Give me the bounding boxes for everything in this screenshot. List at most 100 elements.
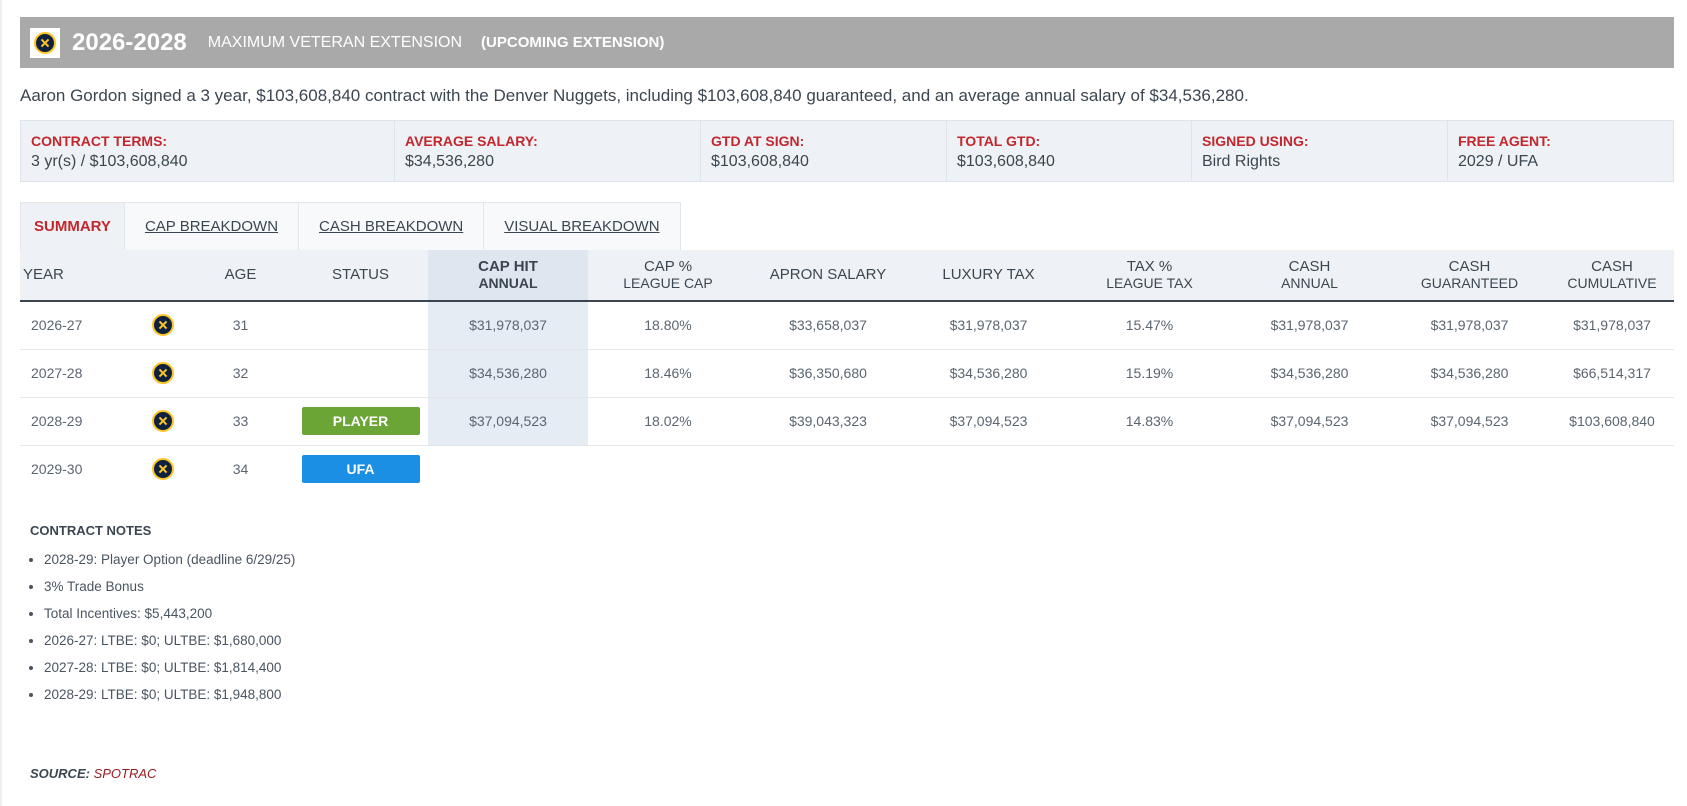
col-year: YEAR: [20, 250, 138, 302]
cell-lux: $34,536,280: [908, 349, 1069, 398]
cell-year: 2027-28: [20, 349, 138, 398]
info-average-salary: AVERAGE SALARY: $34,536,280: [395, 121, 701, 181]
col-sublabel: LEAGUE TAX: [1106, 274, 1193, 291]
status-badge: UFA: [301, 455, 420, 484]
col-cash-guaranteed: CASH GUARANTEED: [1389, 250, 1550, 302]
col-label: CASH: [1591, 257, 1633, 275]
cell-empty: [428, 445, 1674, 493]
cell-cash-g: $31,978,037: [1389, 301, 1550, 350]
cell-apron: $33,658,037: [748, 301, 908, 350]
col-logo: [138, 250, 188, 302]
contract-table: YEAR AGE STATUS CAP HIT ANNUAL CAP % LEAGU…: [20, 250, 1674, 493]
note-item: 2026-27: LTBE: $0; ULTBE: $1,680,000: [44, 633, 295, 648]
cell-status: PLAYER: [293, 397, 428, 446]
page-edge: [0, 0, 2, 806]
team-logo: [30, 27, 60, 58]
col-label: CASH: [1288, 257, 1331, 275]
cell-logo: [138, 445, 188, 493]
table-row: 2028-29 33 PLAYER $37,094,523 18.02% $39,04…: [20, 397, 1674, 446]
contract-status: (UPCOMING EXTENSION): [481, 34, 665, 51]
contract-type: MAXIMUM VETERAN EXTENSION: [207, 33, 463, 51]
info-signed-using: SIGNED USING: Bird Rights: [1192, 121, 1448, 181]
nuggets-logo-icon: [152, 314, 174, 337]
cell-age: 33: [188, 397, 293, 446]
note-item: 3% Trade Bonus: [44, 579, 295, 594]
tab-cap-breakdown[interactable]: CAP BREAKDOWN: [123, 203, 298, 250]
col-tax-pct: TAX % LEAGUE TAX: [1069, 250, 1230, 302]
source-link[interactable]: SPOTRAC: [93, 766, 157, 781]
note-item: Total Incentives: $5,443,200: [44, 606, 295, 621]
cell-cap-hit: $34,536,280: [428, 349, 588, 398]
cell-cap-hit: $31,978,037: [428, 301, 588, 350]
col-cap-hit: CAP HIT ANNUAL: [428, 250, 588, 302]
col-label: CAP %: [643, 257, 693, 275]
cell-lux: $31,978,037: [908, 301, 1069, 350]
cell-logo: [138, 397, 188, 446]
info-value: $103,608,840: [711, 153, 809, 170]
info-label: FREE AGENT:: [1458, 133, 1551, 149]
notes-title: CONTRACT NOTES: [30, 523, 152, 538]
info-label: CONTRACT TERMS:: [31, 133, 168, 149]
col-apron: APRON SALARY: [748, 250, 908, 302]
tab-cash-breakdown[interactable]: CASH BREAKDOWN: [298, 203, 483, 250]
col-age: AGE: [188, 250, 293, 302]
cell-tax-pct: 14.83%: [1069, 397, 1230, 446]
cell-tax-pct: 15.19%: [1069, 349, 1230, 398]
cell-cap-pct: 18.02%: [588, 397, 748, 446]
cell-cap-pct: 18.46%: [588, 349, 748, 398]
info-label: TOTAL GTD:: [957, 133, 1041, 149]
col-sublabel: ANNUAL: [1281, 274, 1338, 291]
notes-list: 2028-29: Player Option (deadline 6/29/25…: [30, 552, 295, 702]
contract-notes: CONTRACT NOTES 2028-29: Player Option (d…: [30, 523, 295, 714]
cell-cash-c: $103,608,840: [1550, 397, 1674, 446]
note-item: 2028-29: Player Option (deadline 6/29/25…: [44, 552, 295, 567]
source-label: SOURCE:: [30, 766, 90, 781]
cell-cash: $31,978,037: [1230, 301, 1389, 350]
cell-tax-pct: 15.47%: [1069, 301, 1230, 350]
cell-age: 32: [188, 349, 293, 398]
cell-cash: $34,536,280: [1230, 349, 1389, 398]
col-status: STATUS: [293, 250, 428, 302]
cell-cap-pct: 18.80%: [588, 301, 748, 350]
table-row: 2029-30 34 UFA: [20, 445, 1674, 493]
contract-info-box: CONTRACT TERMS: 3 yr(s) / $103,608,840 AV…: [20, 120, 1674, 182]
cell-apron: $36,350,680: [748, 349, 908, 398]
cell-logo: [138, 301, 188, 350]
info-value: $34,536,280: [405, 153, 494, 170]
cell-status: [293, 349, 428, 398]
cell-cash-g: $37,094,523: [1389, 397, 1550, 446]
cell-year: 2026-27: [20, 301, 138, 350]
col-sublabel: CUMULATIVE: [1567, 274, 1657, 291]
cell-year: 2029-30: [31, 461, 83, 478]
info-free-agent: FREE AGENT: 2029 / UFA: [1448, 121, 1673, 181]
status-badge: PLAYER: [301, 407, 420, 435]
cell-age: 34: [232, 461, 249, 478]
cell-cash-c: $66,514,317: [1550, 349, 1674, 398]
info-contract-terms: CONTRACT TERMS: 3 yr(s) / $103,608,840: [21, 121, 395, 181]
tab-bar: SUMMARY CAP BREAKDOWN CASH BREAKDOWN VIS…: [20, 202, 681, 250]
table-header-row: YEAR AGE STATUS CAP HIT ANNUAL CAP % LEAGU…: [20, 250, 1674, 302]
col-label: CASH: [1448, 257, 1491, 275]
cell-year: 2028-29: [20, 397, 138, 446]
cell-lux: $37,094,523: [908, 397, 1069, 446]
info-label: AVERAGE SALARY:: [405, 133, 538, 149]
note-item: 2027-28: LTBE: $0; ULTBE: $1,814,400: [44, 660, 295, 675]
nuggets-logo-icon: [152, 458, 174, 481]
info-value: 2029 / UFA: [1458, 153, 1539, 170]
cell-status: [293, 301, 428, 350]
col-sublabel: ANNUAL: [478, 274, 538, 291]
table-row: 2027-28 32 $34,536,280 18.46% $36,350,680 $…: [20, 349, 1674, 398]
info-gtd-at-sign: GTD AT SIGN: $103,608,840: [701, 121, 947, 181]
cell-status: UFA: [293, 445, 428, 493]
cell-cash: $37,094,523: [1230, 397, 1389, 446]
cell-logo: [138, 349, 188, 398]
col-cash-annual: CASH ANNUAL: [1230, 250, 1389, 302]
info-value: 3 yr(s) / $103,608,840: [31, 153, 188, 170]
col-label: TAX %: [1126, 257, 1173, 275]
cell-cap-hit: $37,094,523: [428, 397, 588, 446]
info-label: GTD AT SIGN:: [711, 133, 805, 149]
source: SOURCE: SPOTRAC: [30, 766, 156, 781]
tab-visual-breakdown[interactable]: VISUAL BREAKDOWN: [483, 203, 679, 250]
col-cap-pct: CAP % LEAGUE CAP: [588, 250, 748, 302]
tab-summary[interactable]: SUMMARY: [21, 203, 124, 250]
